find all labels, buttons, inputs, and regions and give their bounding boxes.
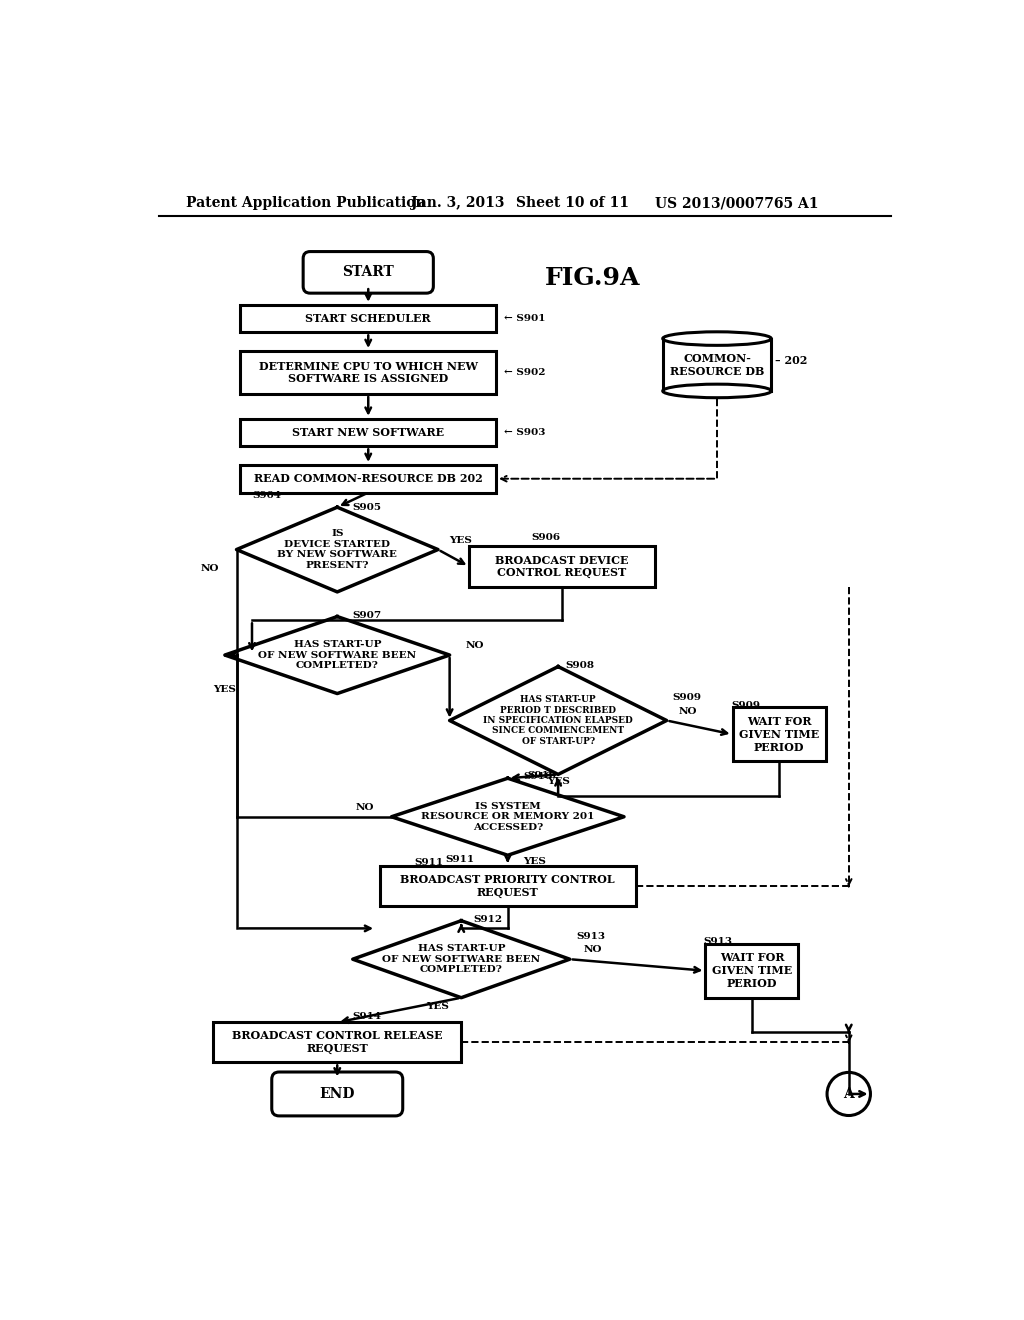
Text: YES: YES: [547, 776, 569, 785]
Bar: [241, 465, 496, 492]
Text: S907: S907: [352, 611, 382, 619]
FancyBboxPatch shape: [303, 252, 433, 293]
Text: YES: YES: [523, 857, 546, 866]
Text: HAS START-UP
OF NEW SOFTWARE BEEN
COMPLETED?: HAS START-UP OF NEW SOFTWARE BEEN COMPLE…: [258, 640, 417, 671]
Text: NO: NO: [355, 803, 374, 812]
Text: YES: YES: [450, 536, 472, 545]
Ellipse shape: [663, 384, 771, 397]
Text: S909: S909: [731, 701, 760, 710]
Text: NO: NO: [465, 642, 483, 651]
Text: READ COMMON-RESOURCE DB 202: READ COMMON-RESOURCE DB 202: [254, 474, 482, 484]
Text: END: END: [319, 1086, 355, 1101]
Text: NO: NO: [200, 565, 219, 573]
Text: S908: S908: [566, 660, 595, 669]
Bar: [213, 1022, 461, 1063]
Text: DETERMINE CPU TO WHICH NEW
SOFTWARE IS ASSIGNED: DETERMINE CPU TO WHICH NEW SOFTWARE IS A…: [259, 360, 478, 384]
Polygon shape: [450, 667, 667, 775]
Text: S910: S910: [527, 771, 556, 780]
Ellipse shape: [663, 331, 771, 346]
Text: S909: S909: [673, 693, 701, 702]
Text: WAIT FOR
GIVEN TIME
PERIOD: WAIT FOR GIVEN TIME PERIOD: [712, 953, 792, 989]
Text: COMMON-
RESOURCE DB: COMMON- RESOURCE DB: [670, 352, 764, 376]
Text: START SCHEDULER: START SCHEDULER: [305, 313, 431, 325]
Bar: [241, 351, 496, 395]
Text: S905: S905: [352, 503, 382, 512]
Text: S913: S913: [703, 937, 733, 946]
Text: S911: S911: [415, 858, 443, 867]
Text: IS SYSTEM
RESOURCE OR MEMORY 201
ACCESSED?: IS SYSTEM RESOURCE OR MEMORY 201 ACCESSE…: [421, 801, 595, 832]
Text: FIG.9A: FIG.9A: [545, 265, 641, 290]
Text: BROADCAST PRIORITY CONTROL
REQUEST: BROADCAST PRIORITY CONTROL REQUEST: [400, 874, 615, 898]
Text: HAS START-UP
OF NEW SOFTWARE BEEN
COMPLETED?: HAS START-UP OF NEW SOFTWARE BEEN COMPLE…: [382, 944, 541, 974]
Bar: [380, 866, 636, 906]
Polygon shape: [237, 507, 438, 591]
Text: BROADCAST DEVICE
CONTROL REQUEST: BROADCAST DEVICE CONTROL REQUEST: [496, 554, 629, 578]
Text: Jan. 3, 2013: Jan. 3, 2013: [411, 197, 505, 210]
Text: YES: YES: [427, 1002, 450, 1011]
Text: BROADCAST CONTROL RELEASE
REQUEST: BROADCAST CONTROL RELEASE REQUEST: [232, 1031, 442, 1055]
Text: ← S901: ← S901: [504, 314, 546, 323]
Bar: [706, 944, 799, 998]
Text: START NEW SOFTWARE: START NEW SOFTWARE: [292, 428, 444, 438]
Text: WAIT FOR
GIVEN TIME
PERIOD: WAIT FOR GIVEN TIME PERIOD: [739, 715, 819, 752]
Text: S913: S913: [575, 932, 605, 941]
Text: S904: S904: [252, 491, 281, 500]
Polygon shape: [391, 779, 624, 855]
Text: S914: S914: [352, 1011, 382, 1020]
Text: YES: YES: [214, 685, 237, 694]
Bar: [663, 339, 771, 391]
Bar: [469, 546, 655, 586]
Bar: [732, 708, 825, 762]
Text: IS
DEVICE STARTED
BY NEW SOFTWARE
PRESENT?: IS DEVICE STARTED BY NEW SOFTWARE PRESEN…: [278, 529, 397, 570]
Text: HAS START-UP
PERIOD T DESCRIBED
IN SPECIFICATION ELAPSED
SINCE COMMENCEMENT
OF S: HAS START-UP PERIOD T DESCRIBED IN SPECI…: [483, 696, 633, 746]
Text: START: START: [342, 265, 394, 280]
Text: S906: S906: [531, 533, 560, 541]
Polygon shape: [225, 616, 450, 693]
Text: US 2013/0007765 A1: US 2013/0007765 A1: [655, 197, 818, 210]
Text: ← S903: ← S903: [504, 428, 545, 437]
Text: Sheet 10 of 11: Sheet 10 of 11: [515, 197, 629, 210]
Bar: [241, 418, 496, 446]
Text: S910: S910: [523, 772, 552, 781]
Text: NO: NO: [584, 945, 602, 954]
Text: A: A: [844, 1086, 854, 1101]
Text: ← S902: ← S902: [504, 368, 546, 378]
Bar: [241, 305, 496, 333]
Text: S912: S912: [473, 915, 502, 924]
FancyBboxPatch shape: [271, 1072, 402, 1115]
Text: NO: NO: [678, 706, 696, 715]
Text: S911: S911: [445, 854, 475, 863]
Text: Patent Application Publication: Patent Application Publication: [186, 197, 426, 210]
Text: – 202: – 202: [775, 355, 808, 367]
Polygon shape: [352, 921, 569, 998]
